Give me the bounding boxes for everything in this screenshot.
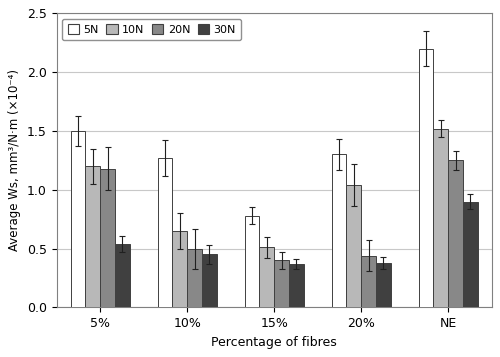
Bar — [86, 166, 100, 307]
Bar — [361, 256, 376, 307]
Bar — [187, 248, 202, 307]
Bar — [244, 216, 260, 307]
Bar — [202, 255, 216, 307]
Bar — [260, 247, 274, 307]
Bar — [463, 202, 477, 307]
Bar — [346, 185, 361, 307]
Bar — [274, 260, 289, 307]
Bar — [434, 129, 448, 307]
Bar — [100, 169, 115, 307]
Legend: 5N, 10N, 20N, 30N: 5N, 10N, 20N, 30N — [62, 19, 242, 40]
Bar — [115, 244, 130, 307]
Bar — [70, 131, 86, 307]
X-axis label: Percentage of fibres: Percentage of fibres — [212, 336, 337, 349]
Y-axis label: Average Ws, mm³/N·m (×10⁻⁴): Average Ws, mm³/N·m (×10⁻⁴) — [8, 69, 22, 251]
Bar — [289, 264, 304, 307]
Bar — [448, 160, 463, 307]
Bar — [376, 263, 390, 307]
Bar — [172, 231, 187, 307]
Bar — [158, 158, 172, 307]
Bar — [418, 49, 434, 307]
Bar — [332, 155, 346, 307]
